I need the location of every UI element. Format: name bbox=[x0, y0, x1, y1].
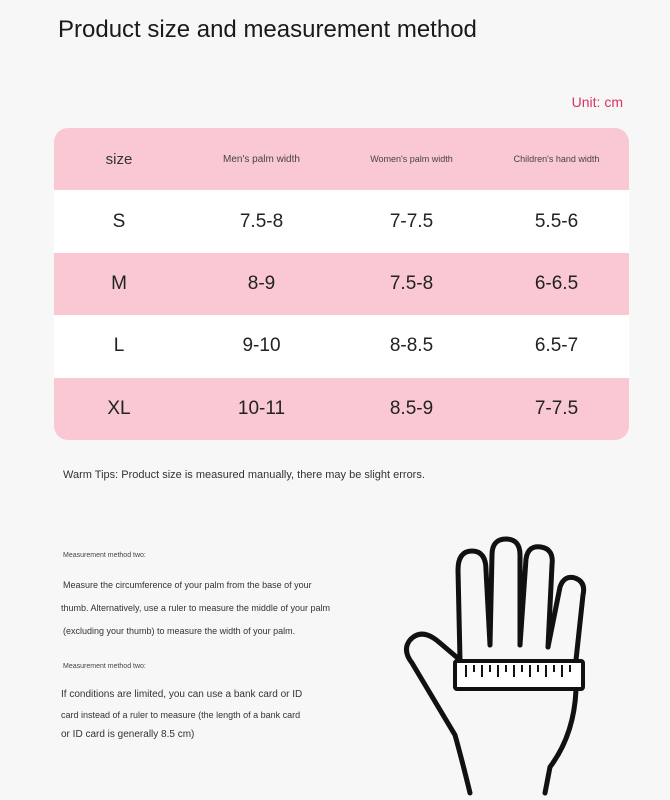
cell-men: 7.5-8 bbox=[239, 210, 284, 232]
ruler bbox=[453, 659, 585, 691]
cell-women: 8-8.5 bbox=[389, 335, 434, 357]
cell-size: L bbox=[113, 335, 125, 357]
hand-with-ruler-icon bbox=[404, 536, 587, 796]
cell-women: 8.5-9 bbox=[389, 397, 434, 419]
cell-men: 9-10 bbox=[242, 335, 281, 357]
cell-size: XL bbox=[107, 397, 131, 419]
table-row: XL 10-11 8.5-9 7-7.5 bbox=[54, 377, 629, 440]
method1-line: thumb. Alternatively, use a ruler to mea… bbox=[61, 603, 330, 613]
warm-tips: Warm Tips: Product size is measured manu… bbox=[63, 469, 425, 481]
cell-children: 6-6.5 bbox=[534, 272, 579, 294]
header-children: Children's hand width bbox=[513, 154, 600, 165]
table-row: M 8-9 7.5-8 6-6.5 bbox=[54, 252, 629, 316]
method2-line: If conditions are limited, you can use a… bbox=[61, 689, 303, 700]
cell-men: 8-9 bbox=[247, 272, 276, 294]
cell-size: M bbox=[111, 272, 127, 294]
unit-label: Unit: cm bbox=[571, 94, 623, 110]
method1-label: Measurement method two: bbox=[63, 552, 146, 559]
header-women: Women's palm width bbox=[370, 154, 453, 165]
method2-line: card instead of a ruler to measure (the … bbox=[61, 710, 301, 720]
cell-women: 7-7.5 bbox=[389, 210, 434, 232]
cell-men: 10-11 bbox=[237, 397, 286, 419]
cell-children: 6.5-7 bbox=[534, 335, 579, 357]
method1-text: Measure the circumference of your palm f… bbox=[61, 574, 361, 643]
cell-children: 5.5-6 bbox=[534, 210, 579, 232]
method1-line: (excluding your thumb) to measure the wi… bbox=[63, 626, 296, 636]
table-row: S 7.5-8 7-7.5 5.5-6 bbox=[54, 190, 629, 253]
size-table: size Men's palm width Women's palm width… bbox=[54, 128, 629, 440]
method2-text: If conditions are limited, you can use a… bbox=[61, 685, 361, 745]
method2-label: Measurement method two: bbox=[63, 663, 146, 670]
cell-size: S bbox=[112, 210, 126, 232]
table-row: L 9-10 8-8.5 6.5-7 bbox=[54, 315, 629, 378]
table-header: size Men's palm width Women's palm width… bbox=[54, 128, 629, 191]
method1-line: Measure the circumference of your palm f… bbox=[63, 580, 312, 590]
method2-line: or ID card is generally 8.5 cm) bbox=[61, 729, 195, 740]
header-size: size bbox=[105, 150, 133, 168]
cell-children: 7-7.5 bbox=[534, 397, 579, 419]
header-men: Men's palm width bbox=[223, 153, 300, 165]
page-title: Product size and measurement method bbox=[58, 16, 477, 43]
cell-women: 7.5-8 bbox=[389, 272, 434, 294]
